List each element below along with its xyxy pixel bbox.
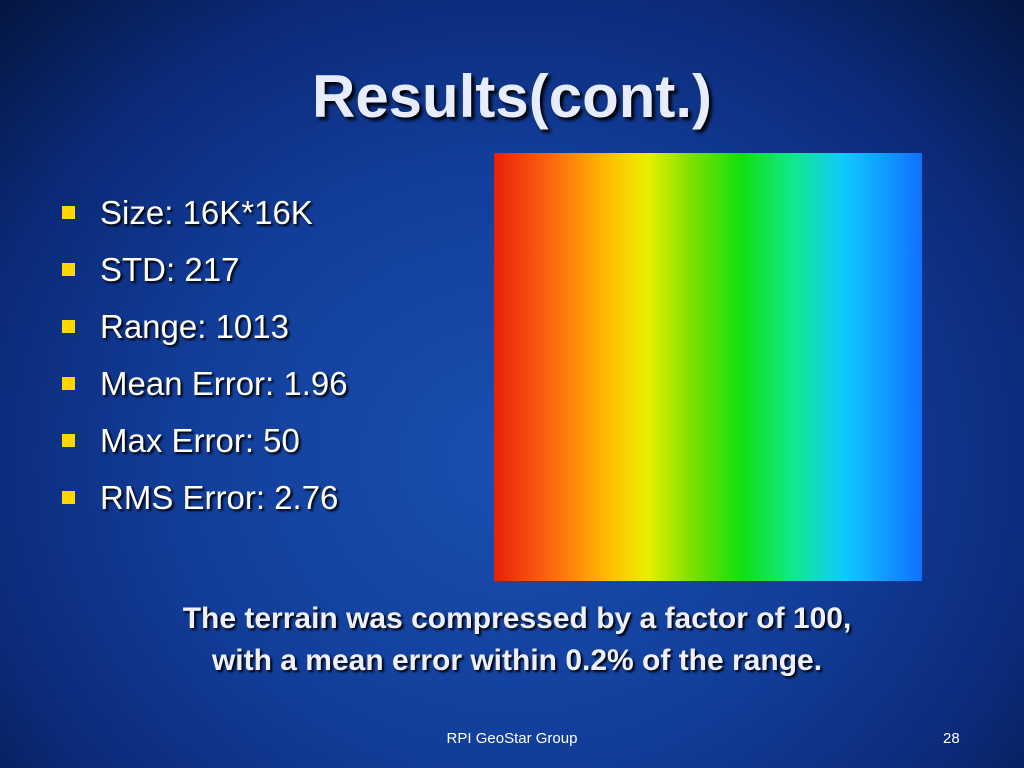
bullet: Mean Error: 1.96 — [62, 361, 348, 418]
terrain-image — [494, 153, 922, 581]
footer: RPI GeoStar Group — [446, 730, 578, 747]
summary-line: The terrain was compressed by a factor o… — [182, 602, 852, 635]
page-number: 28 — [943, 730, 960, 747]
summary: The terrain was compressed by a factor o… — [0, 598, 1024, 682]
slide-title: Results(cont.) — [311, 63, 713, 130]
bullet: Max Error: 50 — [62, 418, 348, 475]
summary-line: with a mean error within 0.2% of the ran… — [211, 644, 823, 677]
bullet: STD: 217 — [62, 247, 348, 304]
bullet: Range: 1013 — [62, 304, 348, 361]
bullet-list: Size: 16K*16K STD: 217 Range: 1013 Mean … — [62, 190, 348, 532]
bullet: RMS Error: 2.76 — [62, 475, 348, 532]
bullet: Size: 16K*16K — [62, 190, 348, 247]
